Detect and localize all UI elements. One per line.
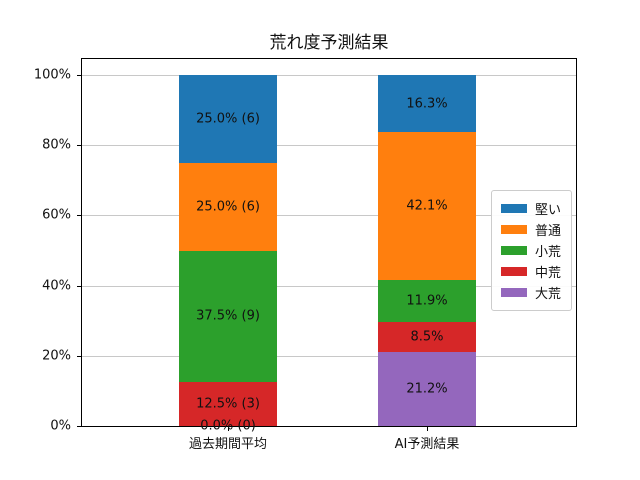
- legend-label: 中荒: [535, 266, 562, 281]
- legend-swatch: [501, 246, 527, 255]
- bar-segment-label: 42.1%: [406, 198, 448, 214]
- bar-segment-label: 21.2%: [406, 381, 448, 397]
- bar-segment: [179, 75, 277, 163]
- bar-segment: [378, 75, 476, 133]
- legend-entry: 普通: [501, 219, 561, 240]
- bar-segment: [378, 351, 476, 426]
- legend-entry: 中荒: [501, 261, 561, 282]
- bar-segment-label: 0.0% (0): [200, 418, 256, 434]
- gridline: [82, 145, 576, 147]
- bar-segment-label: 16.3%: [406, 96, 448, 112]
- legend-entry: 小荒: [501, 240, 561, 261]
- gridline: [82, 355, 576, 357]
- legend-label: 大荒: [535, 287, 562, 302]
- bar-segment: [179, 162, 277, 251]
- y-tick-label: 20%: [42, 348, 71, 364]
- y-tick: [77, 426, 81, 427]
- bar-segment-label: 12.5% (3): [196, 396, 260, 412]
- bar-segment: [179, 250, 277, 383]
- y-tick: [77, 285, 81, 287]
- bar-segment-label: 8.5%: [410, 329, 444, 345]
- x-tick-label: AI予測結果: [394, 437, 460, 452]
- bar-segment: [179, 382, 277, 426]
- bar-segment-label: 11.9%: [406, 293, 448, 309]
- bar-past: 0.0% (0) 12.5% (3) 37.5% (9) 25.0% (6) 25.0%…: [179, 59, 277, 434]
- bar-ai: 21.2% 8.5% 11.9% 42.1% 16.3%: [378, 59, 476, 426]
- bar-segment: [378, 321, 476, 352]
- y-tick: [77, 145, 81, 147]
- bar-segment-label: 37.5% (9): [196, 308, 260, 324]
- legend-entry: 堅い: [501, 198, 561, 219]
- gridline: [82, 285, 576, 287]
- y-tick: [77, 355, 81, 357]
- y-tick-label: 60%: [42, 207, 71, 223]
- bar-segment-label: 25.0% (6): [196, 111, 260, 127]
- bar-segment-label: 25.0% (6): [196, 199, 260, 215]
- legend: 堅い普通小荒中荒大荒: [491, 190, 573, 311]
- bar-segment: [378, 280, 476, 322]
- y-tick-label: 100%: [33, 67, 71, 83]
- legend-entry: 大荒: [501, 282, 561, 303]
- gridline: [82, 75, 576, 76]
- x-tick: [427, 427, 428, 431]
- gridline: [82, 215, 576, 217]
- legend-swatch: [501, 267, 527, 276]
- x-tick-label: 過去期間平均: [188, 437, 268, 452]
- legend-label: 堅い: [535, 203, 562, 218]
- legend-swatch: [501, 204, 527, 213]
- legend-label: 普通: [535, 224, 562, 239]
- bar-segment: [378, 132, 476, 280]
- y-tick-label: 80%: [42, 137, 71, 153]
- y-tick: [77, 75, 81, 76]
- chart-title: 荒れ度予測結果: [269, 33, 389, 53]
- x-tick: [228, 427, 229, 431]
- y-tick: [77, 215, 81, 217]
- legend-swatch: [501, 225, 527, 234]
- y-tick-label: 0%: [50, 418, 71, 434]
- plot-area: 0.0% (0) 12.5% (3) 37.5% (9) 25.0% (6) 25.0%…: [81, 58, 577, 434]
- legend-swatch: [501, 288, 527, 297]
- y-tick-label: 40%: [42, 278, 71, 294]
- legend-label: 小荒: [535, 245, 562, 260]
